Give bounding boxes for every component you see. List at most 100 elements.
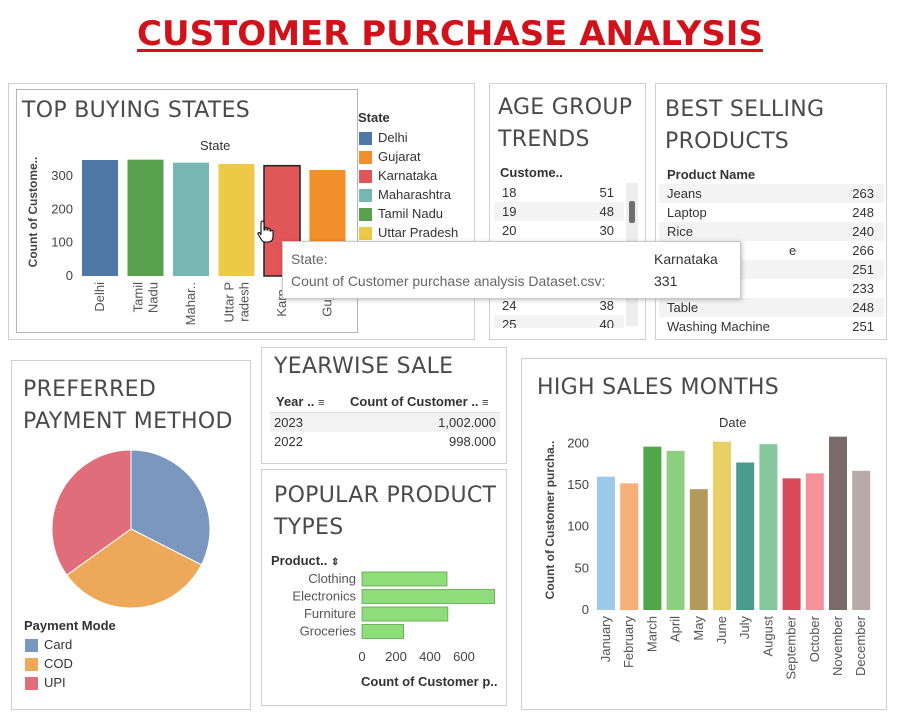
product-value-cell: 233: [852, 281, 874, 296]
count-cell: 38: [599, 298, 614, 313]
y-tick-label: 200: [51, 201, 73, 216]
table-row: e 266: [659, 241, 884, 260]
legend-label: Delhi: [378, 130, 408, 145]
y-tick-label: 100: [567, 519, 589, 534]
legend-label: Tamil Nadu: [378, 206, 444, 221]
x-tick-label: September: [784, 615, 799, 679]
top-states-inner-border: [16, 89, 358, 333]
y-tick-label: 50: [575, 560, 589, 575]
legend-label: COD: [44, 656, 73, 671]
table-row: 24 38: [494, 296, 624, 315]
bar-may[interactable]: [689, 489, 708, 610]
table-row: 20 30: [494, 221, 624, 240]
category-label: Electronics: [292, 589, 356, 604]
x-tick-label: October: [807, 615, 822, 662]
legend-swatch: [359, 151, 372, 164]
age-trends-title-line1: AGE GROUP: [498, 95, 633, 120]
age-trends-title-line2: TRENDS: [498, 127, 590, 152]
bar-march[interactable]: [643, 446, 662, 610]
bar-february[interactable]: [620, 483, 639, 610]
yearwise-col1-header[interactable]: Year .. ≡: [276, 394, 325, 409]
product-value-cell: 248: [852, 300, 874, 315]
x-tick-label: 0: [358, 649, 365, 664]
legend-swatch: [25, 639, 38, 652]
sort-icon[interactable]: ≡: [317, 397, 325, 409]
x-tick-label: 200: [385, 649, 407, 664]
bar-august[interactable]: [759, 444, 778, 610]
bar-tamil-nadu[interactable]: [127, 159, 164, 276]
x-tick-label: 600: [453, 649, 475, 664]
bar-clothing[interactable]: [361, 571, 448, 587]
age-trends-table: 18 51 19 48 20 30 24 38 25 40: [494, 183, 624, 328]
bar-january[interactable]: [597, 476, 615, 610]
payment-title-line1: PREFERRED: [23, 377, 157, 402]
bar-july[interactable]: [736, 462, 755, 611]
y-tick-label: 0: [66, 268, 73, 283]
top-states-legend-title: State: [358, 110, 390, 125]
legend-swatch: [359, 132, 372, 145]
bar-september[interactable]: [782, 478, 801, 610]
sort-icon[interactable]: ⇕: [330, 557, 340, 568]
x-tick-label: Mahar..: [183, 282, 198, 325]
y-tick-label: 100: [51, 235, 73, 250]
product-types-col-header[interactable]: Product.. ⇕: [271, 553, 340, 568]
best-products-title-line1: BEST SELLING: [665, 97, 825, 122]
x-tick-label: December: [853, 615, 868, 676]
product-name-cell: Rice: [667, 224, 694, 239]
age-cell: 20: [502, 223, 517, 238]
product-name-cell: Table: [667, 300, 699, 315]
age-cell: 24: [502, 298, 517, 313]
yearwise-table: 2023 1,002.000 2022 998.000: [270, 412, 500, 453]
bar-electronics[interactable]: [361, 589, 496, 604]
x-tick-label: Delhi: [92, 282, 107, 312]
product-types-chart[interactable]: Clothing Electronics Furniture Groceries 0 2…: [266, 566, 502, 668]
bar-december[interactable]: [852, 470, 871, 610]
tooltip-value-state: Karnataka: [654, 251, 718, 267]
x-tick-label: TamilNadu: [131, 282, 161, 313]
legend-swatch: [25, 658, 38, 671]
pie-slice-upi[interactable]: [51, 449, 132, 576]
legend-swatch: [359, 170, 372, 183]
legend-swatch: [359, 189, 372, 202]
bar-delhi[interactable]: [82, 160, 118, 276]
x-tick-label: Uttar Pradesh: [222, 282, 252, 322]
product-value-cell: 263: [852, 186, 874, 201]
product-name-cell: Jeans: [667, 186, 702, 201]
bar-groceries[interactable]: [361, 624, 405, 639]
table-row: 2023 1,002.000: [270, 413, 500, 432]
value-cell: 998.000: [449, 434, 496, 449]
bar-april[interactable]: [666, 450, 685, 610]
bar-maharashtra[interactable]: [173, 162, 209, 276]
category-label: Clothing: [308, 571, 356, 586]
x-tick-label: February: [621, 616, 636, 669]
x-tick-label: April: [668, 616, 683, 642]
bar-june[interactable]: [713, 441, 731, 610]
legend-swatch: [359, 227, 372, 240]
sort-icon[interactable]: ≡: [482, 397, 489, 409]
product-value-cell: 251: [852, 262, 874, 277]
payment-title-line2: PAYMENT METHOD: [23, 409, 233, 434]
legend-label: Card: [44, 637, 73, 652]
count-cell: 40: [599, 317, 614, 328]
x-tick-label: 400: [419, 649, 441, 664]
table-row: Jeans 263: [659, 184, 884, 203]
yearwise-col2-header[interactable]: Count of Customer .. ≡: [350, 394, 489, 409]
high-months-chart[interactable]: Count of Customer purcha.. 050100150200 …: [528, 430, 880, 706]
payment-pie-chart[interactable]: [50, 448, 212, 610]
top-states-chart[interactable]: Count of Custome.. 0 100 200 300 Delhi Tamil…: [20, 150, 356, 328]
scrollbar-thumb[interactable]: [629, 201, 635, 223]
bar-november[interactable]: [829, 436, 847, 610]
pie-slice-card[interactable]: [130, 449, 211, 566]
best-products-title-line2: PRODUCTS: [665, 129, 790, 154]
x-tick-label: May: [691, 616, 706, 641]
age-cell: 25: [502, 317, 517, 328]
table-row: Washing Machine 251: [659, 317, 884, 336]
product-types-xlabel: Count of Customer p..: [361, 674, 498, 689]
bar-furniture[interactable]: [361, 606, 449, 622]
value-cell: 1,002.000: [438, 415, 496, 430]
pie-slice-cod[interactable]: [66, 528, 203, 609]
legend-label: UPI: [44, 675, 66, 690]
bar-uttar-pradesh[interactable]: [218, 164, 255, 276]
bar-october[interactable]: [805, 473, 824, 610]
top-states-ylabel: Count of Custome..: [26, 157, 40, 268]
